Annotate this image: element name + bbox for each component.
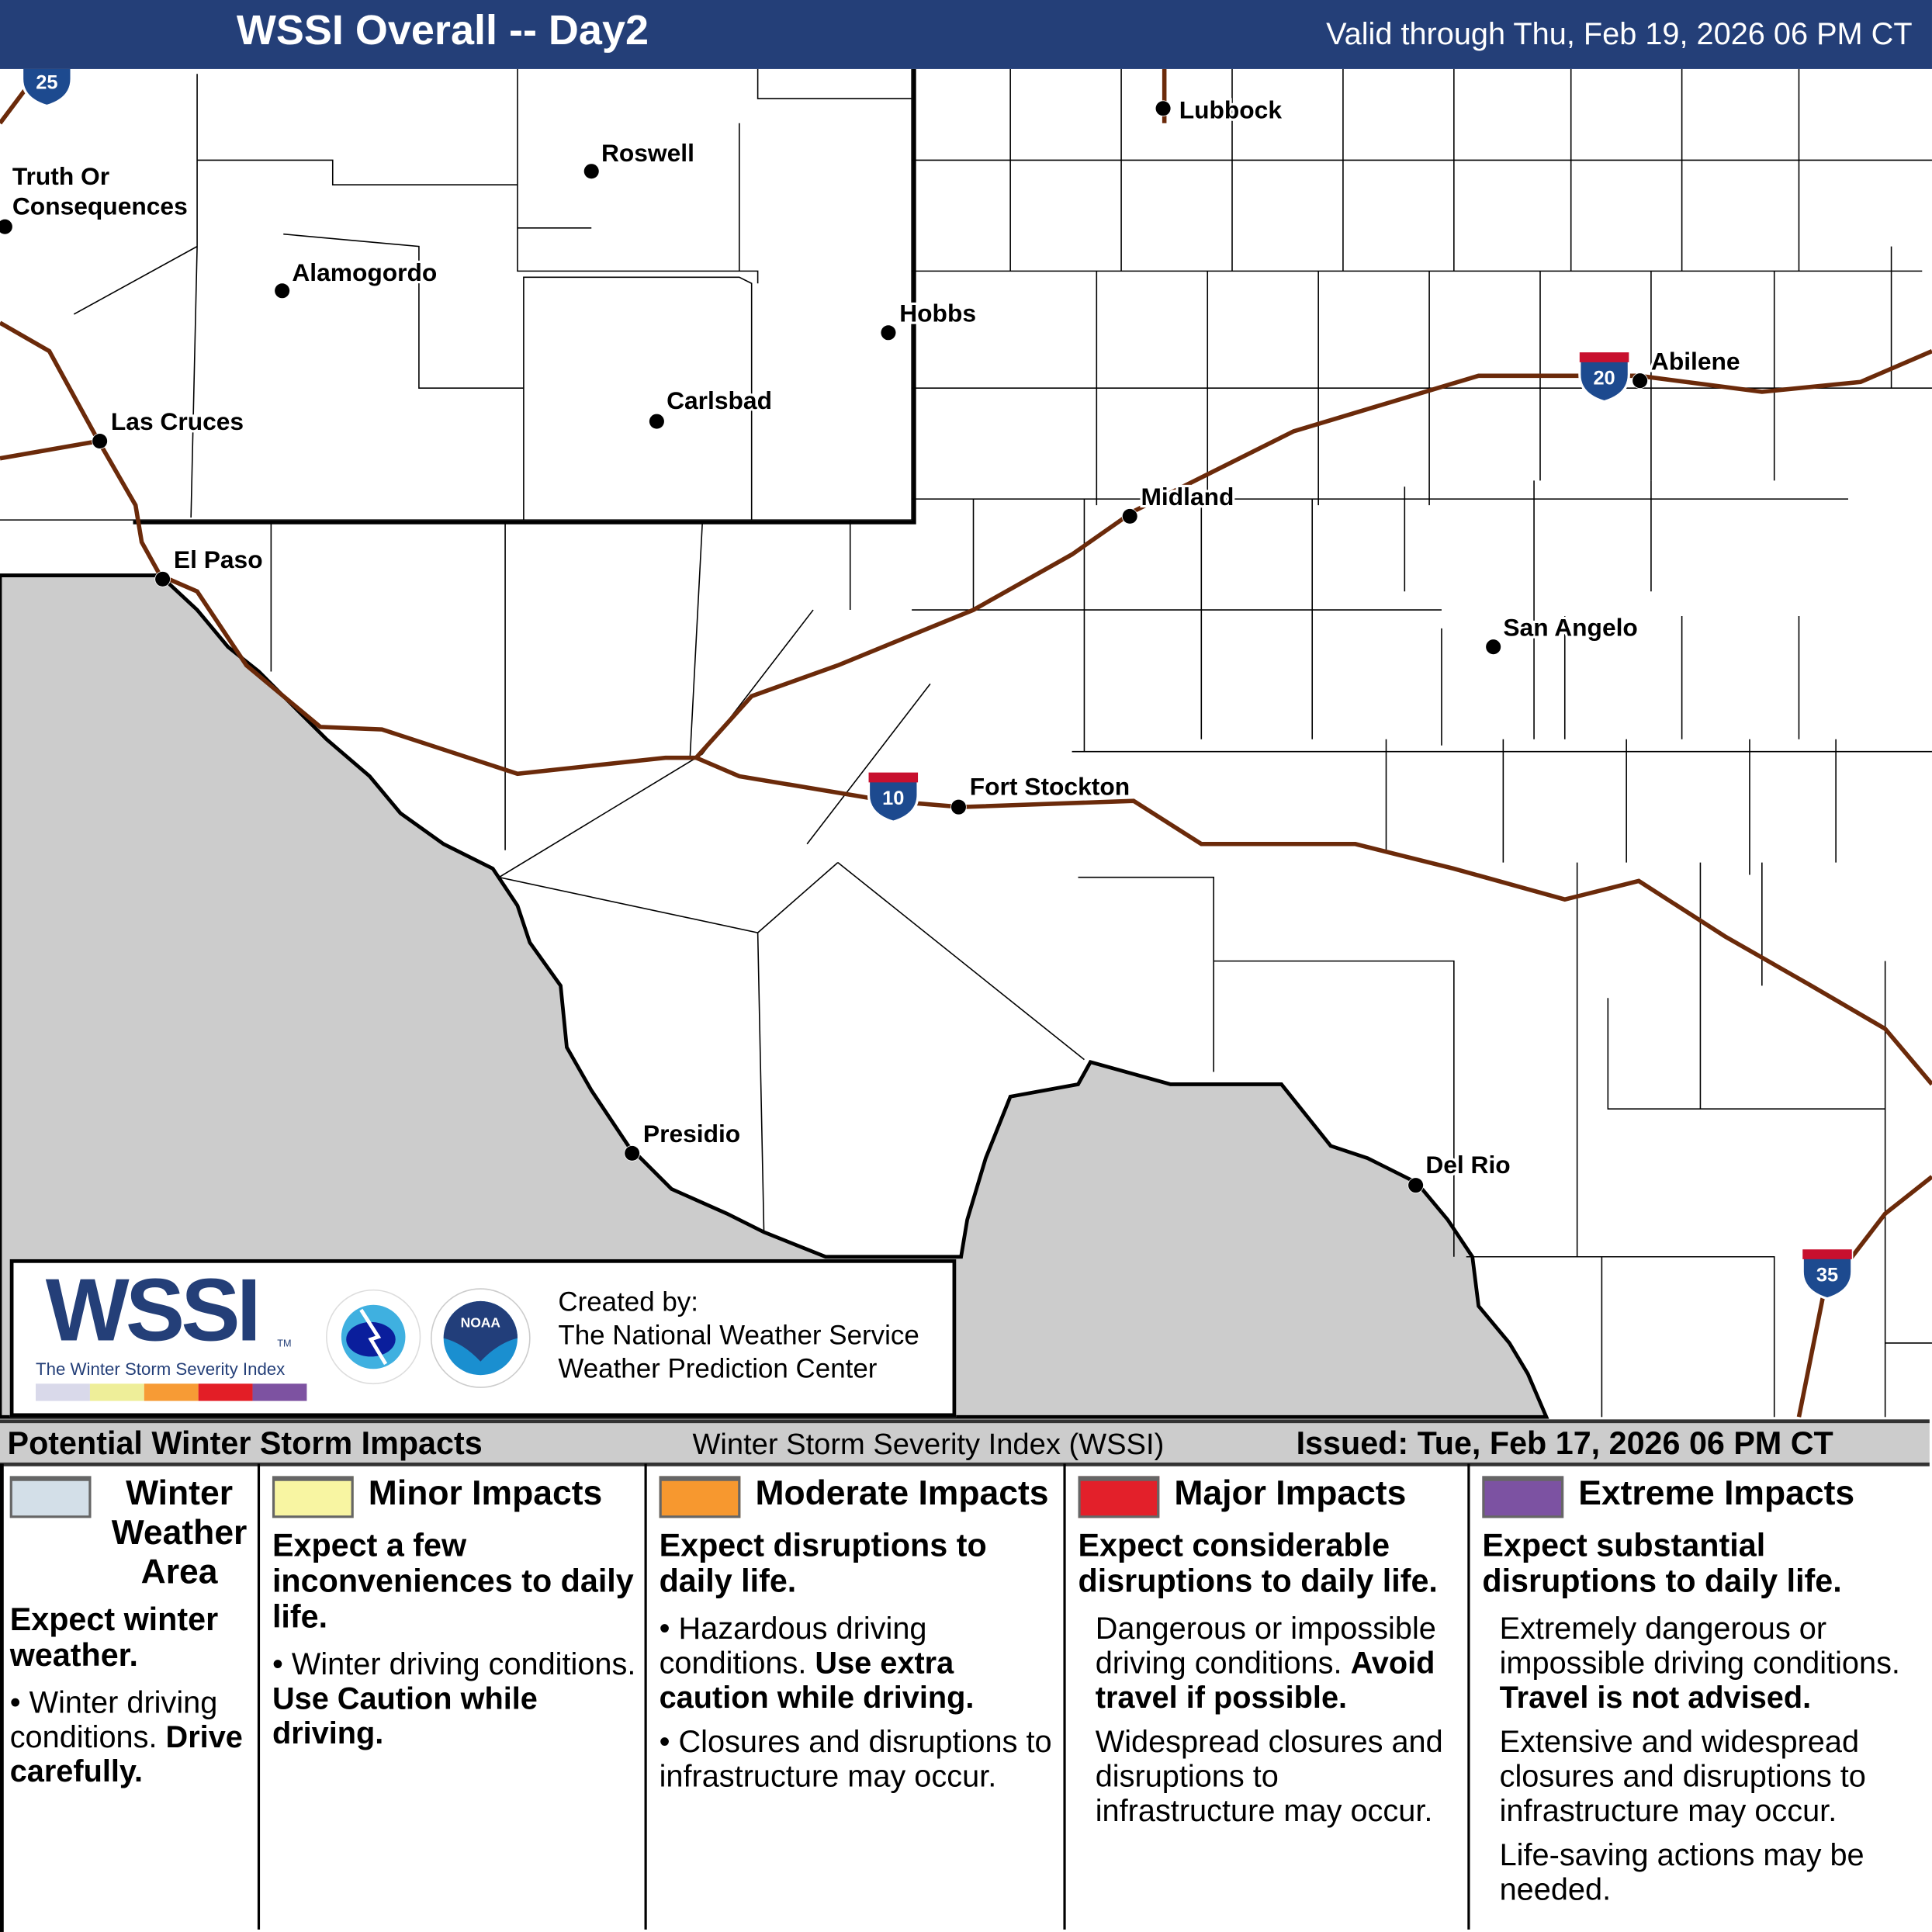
city-dot bbox=[1407, 1177, 1424, 1193]
valid-time: Valid through Thu, Feb 19, 2026 06 PM CT bbox=[1326, 17, 1913, 52]
legend-bullet-bold: Travel is not advised. bbox=[1499, 1681, 1812, 1716]
legend-bullet-bold: Use Caution while driving. bbox=[272, 1681, 538, 1751]
org-wpc: Weather Prediction Center bbox=[558, 1352, 878, 1384]
swatch bbox=[252, 1383, 307, 1401]
noaa-logo-icon: NOAA bbox=[431, 1288, 531, 1388]
city-dot bbox=[0, 218, 13, 235]
color-swatch bbox=[9, 1476, 92, 1518]
logo-box: WSSI TM The Winter Storm Severity Index … bbox=[9, 1259, 957, 1418]
svg-text:35: 35 bbox=[1816, 1265, 1838, 1286]
swatch bbox=[144, 1383, 199, 1401]
wssi-logo: WSSI bbox=[45, 1262, 261, 1361]
city-dot bbox=[154, 571, 171, 587]
legend-bullet: Winter driving conditions. bbox=[291, 1647, 636, 1682]
city-dot bbox=[950, 798, 967, 815]
legend-title: Winter Weather Area bbox=[111, 1473, 248, 1591]
city-dot bbox=[1485, 639, 1501, 656]
mexico-region bbox=[0, 573, 1549, 1419]
legend-bullet: Winter driving conditions. bbox=[9, 1685, 218, 1755]
city-label: Roswell bbox=[601, 139, 694, 167]
city-label: Del Rio bbox=[1425, 1151, 1510, 1179]
color-swatch bbox=[272, 1476, 354, 1518]
city-dot bbox=[1155, 100, 1172, 117]
city-label: San Angelo bbox=[1503, 613, 1637, 641]
county-lines bbox=[0, 68, 1932, 1418]
org-nws: The National Weather Service bbox=[558, 1319, 919, 1351]
svg-text:10: 10 bbox=[882, 788, 904, 809]
legend-title: Extreme Impacts bbox=[1578, 1473, 1855, 1512]
interstate-shield-icon: 25 bbox=[20, 68, 73, 108]
city-dot bbox=[624, 1145, 640, 1162]
legend-bullet: Closures and disruptions to infrastructu… bbox=[659, 1725, 1052, 1795]
legend-extreme: Extreme Impacts Expect substantial disru… bbox=[1467, 1463, 1932, 1930]
city-label: El Paso bbox=[174, 545, 263, 573]
city-dot bbox=[880, 324, 897, 341]
wssi-subtitle: The Winter Storm Severity Index bbox=[36, 1359, 286, 1379]
nws-logo-icon bbox=[326, 1289, 421, 1385]
city-dot bbox=[92, 433, 108, 449]
color-swatch bbox=[1078, 1476, 1160, 1518]
legend-minor: Minor Impacts Expect a few inconvenience… bbox=[257, 1463, 645, 1930]
swatch bbox=[36, 1383, 90, 1401]
interstate-shield-icon: 35 bbox=[1801, 1248, 1854, 1300]
city-label: Midland bbox=[1141, 483, 1234, 511]
legend-bullet: Dangerous or impossible driving conditio… bbox=[1095, 1612, 1436, 1681]
created-by: Created by: bbox=[558, 1286, 698, 1317]
city-label: Lubbock bbox=[1179, 95, 1283, 123]
city-label: Carlsbad bbox=[667, 386, 772, 414]
legend-bullet-bold: Drive carefully. bbox=[9, 1719, 243, 1789]
noaa-text: NOAA bbox=[461, 1314, 501, 1330]
legend-winter-weather: Winter Weather Area Expect winter weathe… bbox=[4, 1464, 258, 1930]
city-dot bbox=[649, 413, 665, 430]
legend-headline: Expect winter weather. bbox=[9, 1600, 219, 1674]
legend-title-strip: Potential Winter Storm Impacts Winter St… bbox=[0, 1419, 1930, 1466]
impacts-heading: Potential Winter Storm Impacts bbox=[7, 1424, 483, 1462]
tm-mark: TM bbox=[277, 1338, 292, 1349]
legend-title: Major Impacts bbox=[1174, 1473, 1407, 1512]
legend-bullet: Widespread closures and disruptions to i… bbox=[1095, 1725, 1443, 1829]
city-dot bbox=[1632, 372, 1648, 390]
map: Lubbock Roswell Truth Or Consequences Alamog… bbox=[0, 68, 1932, 1420]
credits: Created by: The National Weather Service… bbox=[558, 1285, 919, 1385]
wssi-name: Winter Storm Severity Index (WSSI) bbox=[692, 1428, 1165, 1462]
legend-bullet: Hazardous driving conditions. bbox=[659, 1612, 927, 1681]
city-label: Alamogordo bbox=[292, 258, 437, 286]
legend-headline: Expect a few inconveniences to daily lif… bbox=[272, 1526, 634, 1636]
legend-major: Major Impacts Expect considerable disrup… bbox=[1063, 1463, 1467, 1930]
city-label: Abilene bbox=[1651, 347, 1740, 375]
interstate-shield-icon: 20 bbox=[1578, 351, 1630, 403]
city-label: Hobbs bbox=[899, 299, 976, 327]
header: WSSI Overall -- Day2 Valid through Thu, … bbox=[0, 0, 1932, 69]
interstate-shield-icon: 10 bbox=[867, 771, 919, 823]
legend-bullet: Life-saving actions may be needed. bbox=[1499, 1838, 1864, 1908]
legend-bullet-bold: Avoid travel if possible. bbox=[1095, 1646, 1435, 1716]
city-dot bbox=[274, 282, 290, 299]
swatch bbox=[198, 1383, 253, 1401]
city-label: Las Cruces bbox=[111, 407, 244, 435]
legend-headline: Expect considerable disruptions to daily… bbox=[1078, 1526, 1438, 1600]
city-dot bbox=[1121, 508, 1138, 525]
severity-color-bar bbox=[36, 1383, 307, 1401]
city-label: Presidio bbox=[643, 1120, 740, 1148]
map-title: WSSI Overall -- Day2 bbox=[236, 7, 649, 54]
color-swatch bbox=[659, 1476, 741, 1518]
legend-bullet: Extensive and widespread closures and di… bbox=[1499, 1725, 1866, 1829]
legend-bullet-bold: Use extra caution while driving. bbox=[659, 1646, 975, 1716]
svg-text:20: 20 bbox=[1593, 367, 1615, 389]
legend-bullet: Extremely dangerous or impossible drivin… bbox=[1499, 1612, 1900, 1681]
legend-headline: Expect substantial disruptions to daily … bbox=[1482, 1526, 1842, 1600]
issued-time: Issued: Tue, Feb 17, 2026 06 PM CT bbox=[1296, 1424, 1833, 1462]
legend-headline: Expect disruptions to daily life. bbox=[659, 1526, 987, 1600]
legend-title: Minor Impacts bbox=[368, 1473, 603, 1512]
city-dot bbox=[583, 163, 600, 180]
legend-moderate: Moderate Impacts Expect disruptions to d… bbox=[644, 1463, 1064, 1930]
color-swatch bbox=[1482, 1476, 1564, 1518]
city-label: Fort Stockton bbox=[970, 772, 1130, 800]
impact-legend: Winter Weather Area Expect winter weathe… bbox=[0, 1463, 1932, 1932]
legend-title: Moderate Impacts bbox=[755, 1473, 1049, 1512]
svg-text:25: 25 bbox=[36, 71, 57, 93]
swatch bbox=[89, 1383, 144, 1401]
city-label: Truth Or Consequences bbox=[12, 162, 188, 220]
